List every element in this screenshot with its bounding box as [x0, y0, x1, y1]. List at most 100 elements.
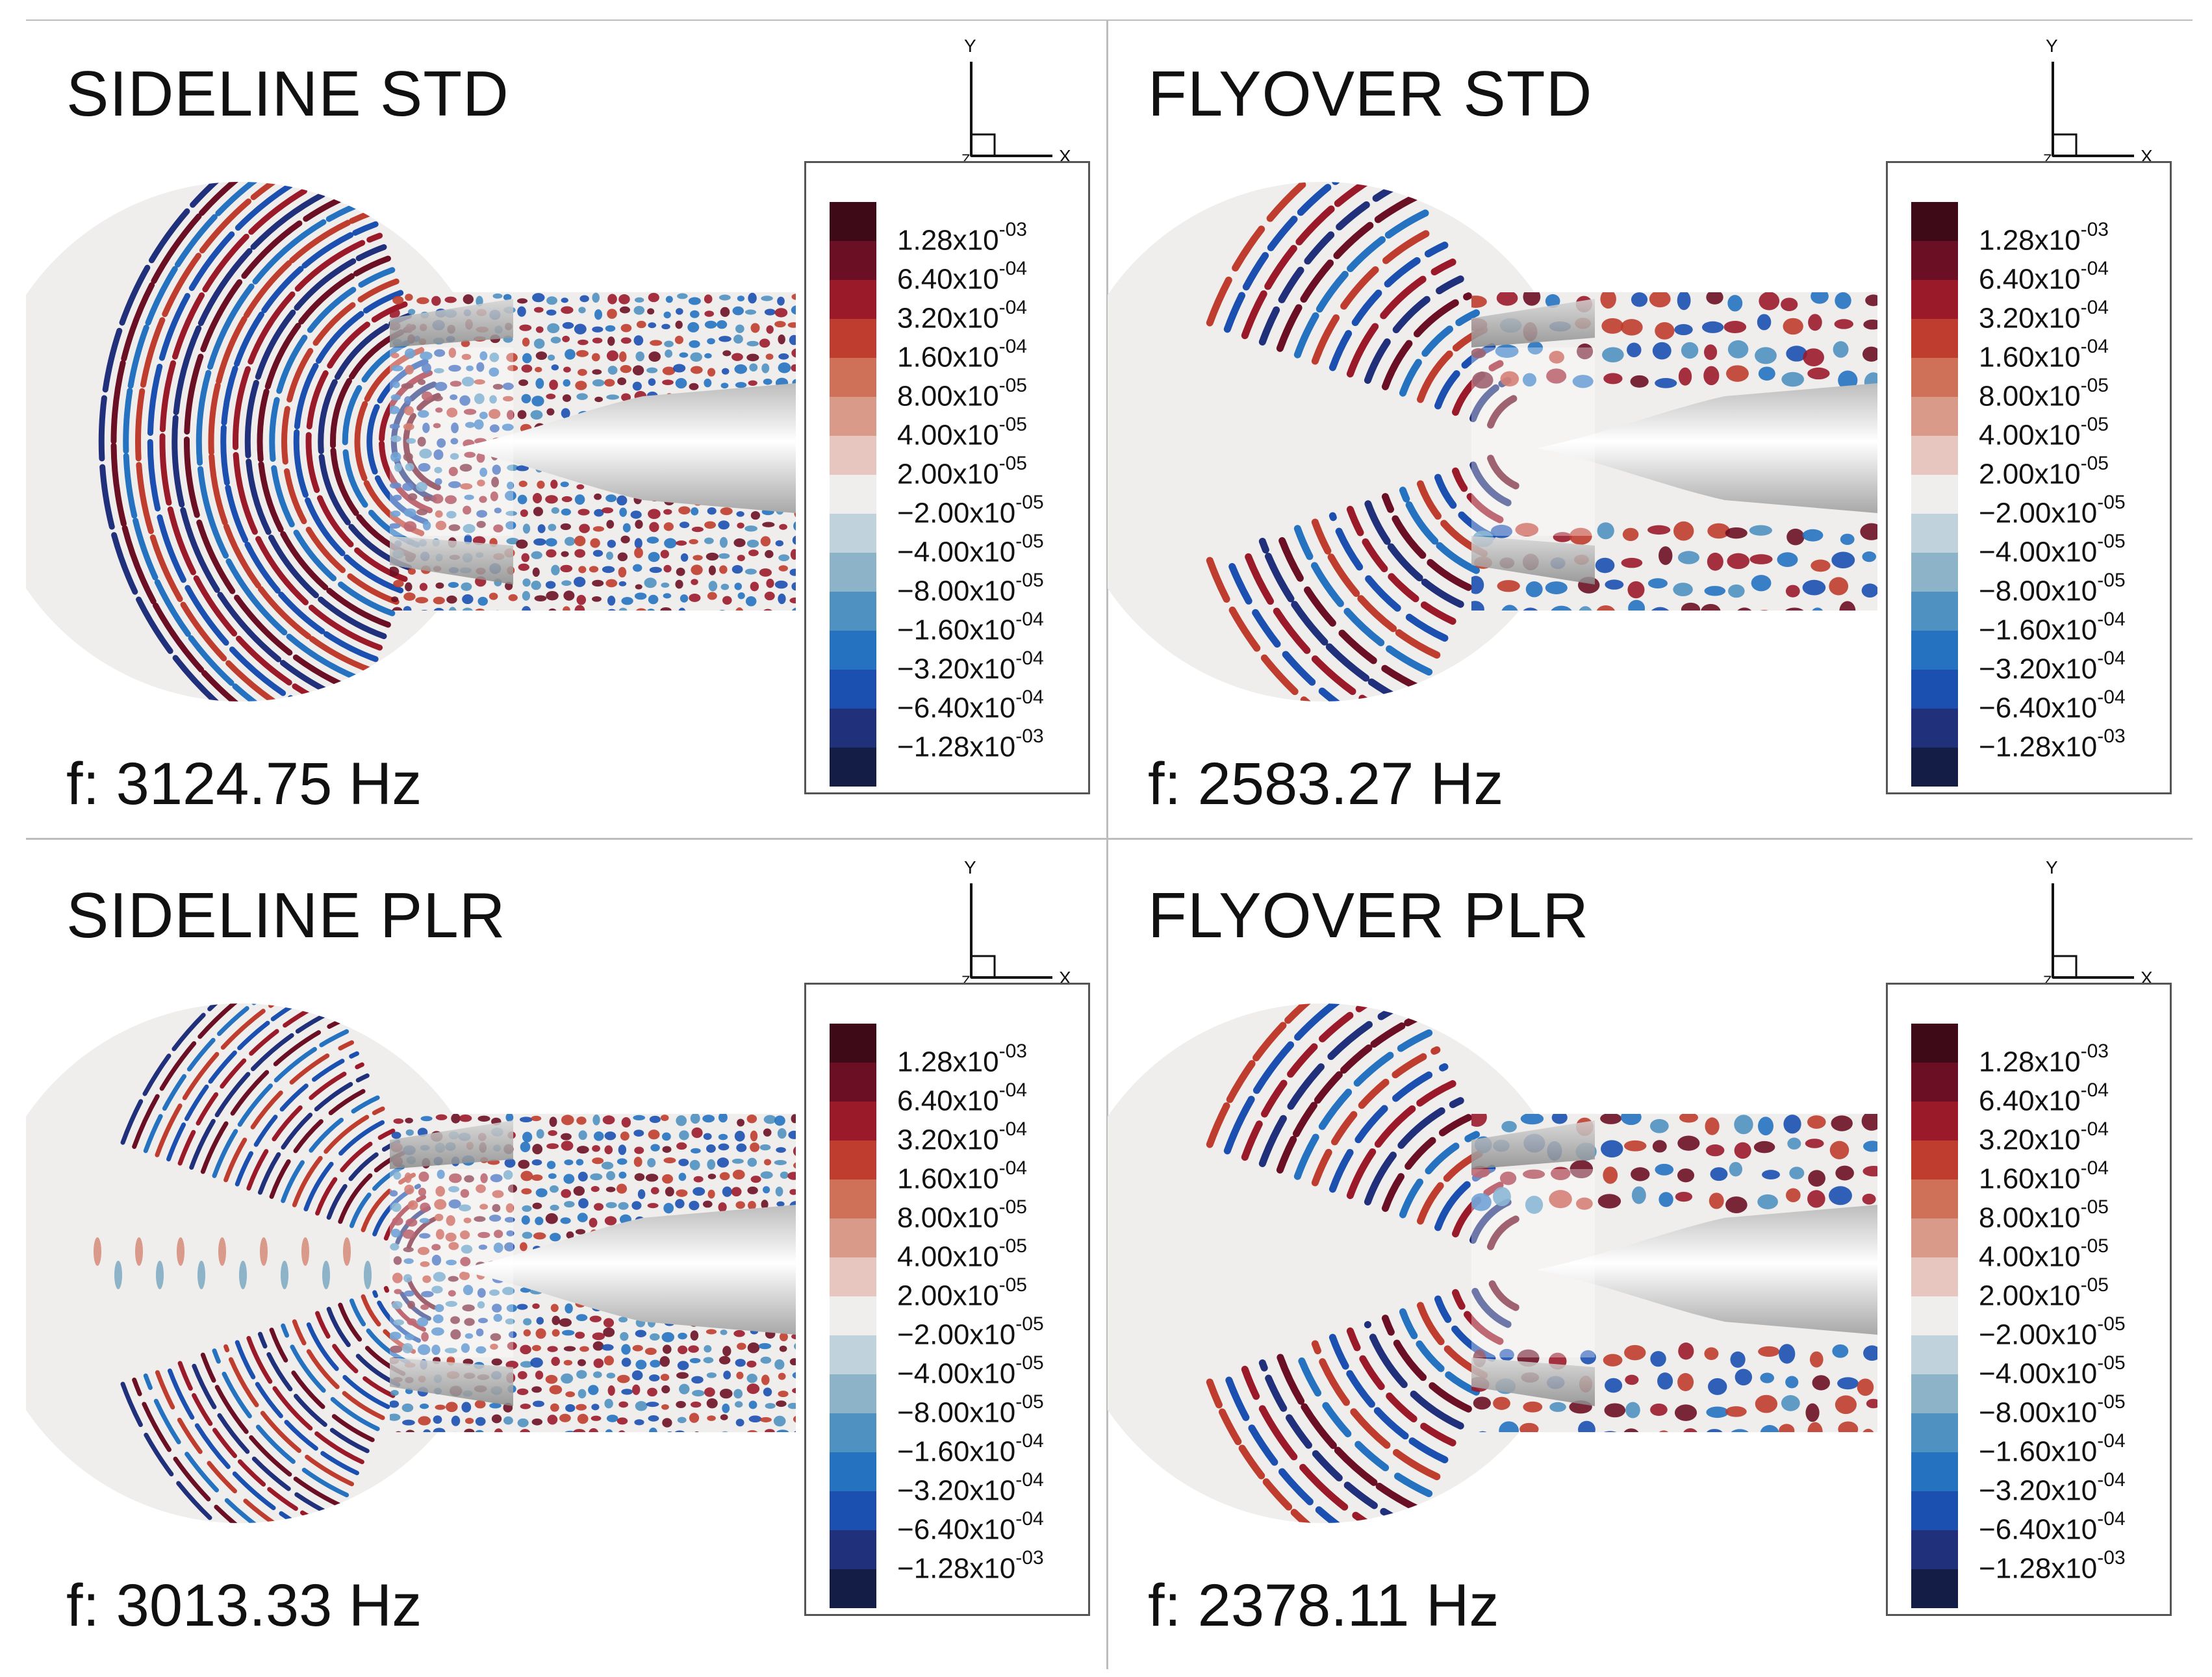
turbulence-blob — [1677, 1372, 1694, 1392]
turbulence-blob — [520, 1242, 528, 1252]
turbulence-blob — [431, 1254, 442, 1266]
legend-mantissa: −6.40x10 — [1979, 1513, 2098, 1546]
turbulence-blob — [647, 1203, 659, 1209]
turbulence-blob — [532, 1303, 540, 1309]
turbulence-blob — [662, 1418, 672, 1428]
legend-label: −3.20x10-04 — [897, 648, 1044, 686]
turbulence-blob — [687, 322, 700, 333]
turbulence-blob — [594, 309, 603, 320]
wavefront — [1328, 242, 1449, 372]
turbulence-blob — [416, 509, 428, 516]
turbulence-blob — [576, 1314, 588, 1322]
turbulence-blob — [763, 1115, 776, 1124]
legend-label: 1.28x10-03 — [897, 219, 1027, 257]
legend-mantissa: −3.20x10 — [897, 653, 1016, 685]
turbulence-blob — [591, 1415, 602, 1421]
legend-label: −2.00x10-05 — [897, 492, 1044, 530]
wavefront — [292, 1106, 385, 1207]
turbulence-blob — [448, 607, 457, 611]
turbulence-blob — [489, 409, 501, 419]
turbulence-blob — [704, 521, 717, 529]
turbulence-blob — [759, 568, 772, 577]
turbulence-blob — [766, 579, 774, 588]
turbulence-blob — [1471, 348, 1486, 359]
turbulence-blob — [1596, 605, 1615, 611]
wavefront — [1241, 1003, 1409, 1161]
turbulence-blob — [650, 1144, 660, 1152]
legend-label: 1.60x10-04 — [897, 1157, 1027, 1196]
turbulence-blob — [1862, 1141, 1877, 1152]
legend-entry: −6.40x10-04 — [806, 1491, 1088, 1546]
turbulence-blob — [620, 535, 630, 544]
turbulence-blob — [594, 396, 604, 403]
legend-entry: −2.00x10-05 — [806, 1296, 1088, 1351]
turbulence-blob — [405, 582, 413, 592]
legend-mantissa: −1.28x10 — [897, 731, 1016, 763]
turbulence-blob — [522, 1231, 533, 1239]
turbulence-blob — [521, 1215, 530, 1225]
legend-entry: −2.00x10-05 — [1888, 475, 2170, 529]
legend-mantissa: −4.00x10 — [897, 1357, 1016, 1390]
nozzle-cowl-upper — [1471, 1120, 1595, 1169]
turbulence-blob — [1651, 607, 1670, 611]
turbulence-blob — [516, 465, 529, 472]
turbulence-blob — [620, 1331, 629, 1341]
turbulence-blob — [605, 1202, 617, 1209]
turbulence-blob — [464, 1428, 475, 1432]
turbulence-blob — [1760, 610, 1769, 611]
legend-swatch — [1911, 631, 1958, 670]
turbulence-blob — [506, 353, 518, 362]
legend-entry — [806, 1569, 1088, 1608]
turbulence-blob — [431, 1285, 443, 1294]
turbulence-blob — [1862, 1166, 1877, 1177]
wavefront — [326, 1139, 401, 1220]
turbulence-blob — [437, 438, 446, 448]
turbulence-blob — [760, 1171, 773, 1179]
turbulence-blob — [1600, 1114, 1622, 1124]
turbulence-blob — [748, 549, 759, 557]
turbulence-blob — [1495, 344, 1519, 358]
turbulence-blob — [390, 1190, 398, 1197]
wavefront — [330, 324, 416, 559]
turbulence-blob — [775, 540, 784, 547]
turbulence-blob — [746, 1360, 757, 1368]
turbulence-blob — [620, 337, 631, 344]
turbulence-blob — [522, 606, 531, 611]
turbulence-blob — [689, 594, 701, 602]
turbulence-blob — [1549, 1402, 1566, 1412]
turbulence-blob — [464, 1333, 474, 1339]
turbulence-blob — [433, 1415, 442, 1424]
turbulence-blob — [420, 1116, 433, 1122]
legend-exponent: -05 — [1015, 1313, 1044, 1335]
turbulence-blob — [1659, 1192, 1673, 1207]
legend-entry: 8.00x10-05 — [806, 1179, 1088, 1234]
turbulence-blob — [507, 1184, 518, 1193]
turbulence-blob — [415, 597, 429, 603]
legend-mantissa: −2.00x10 — [897, 1318, 1016, 1351]
turbulence-blob — [522, 353, 532, 364]
wavefront — [1241, 1365, 1409, 1523]
turbulence-blob — [1622, 527, 1639, 541]
turbulence-blob — [505, 1114, 514, 1122]
turbulence-blob — [1551, 1114, 1568, 1124]
turbulence-blob — [547, 1415, 558, 1425]
turbulence-blob — [735, 324, 744, 333]
legend-label: 4.00x10-05 — [897, 1235, 1027, 1274]
turbulence-blob — [690, 310, 700, 318]
turbulence-blob — [477, 479, 485, 486]
turbulence-blob — [759, 338, 770, 348]
legend-entry: −1.60x10-04 — [1888, 1413, 2170, 1468]
legend-swatch — [830, 1179, 876, 1218]
turbulence-blob — [647, 609, 655, 611]
turbulence-blob — [607, 294, 617, 305]
turbulence-blob — [1828, 1186, 1852, 1205]
turbulence-blob — [392, 1301, 403, 1309]
turbulence-blob — [1857, 1378, 1874, 1396]
turbulence-blob — [491, 477, 500, 488]
wavefront — [366, 359, 429, 525]
legend-swatch — [1911, 1296, 1958, 1335]
turbulence-blob — [416, 481, 427, 492]
legend-mantissa: 3.20x10 — [897, 302, 999, 334]
turbulence-blob — [718, 294, 731, 301]
turbulence-blob — [746, 1373, 757, 1383]
